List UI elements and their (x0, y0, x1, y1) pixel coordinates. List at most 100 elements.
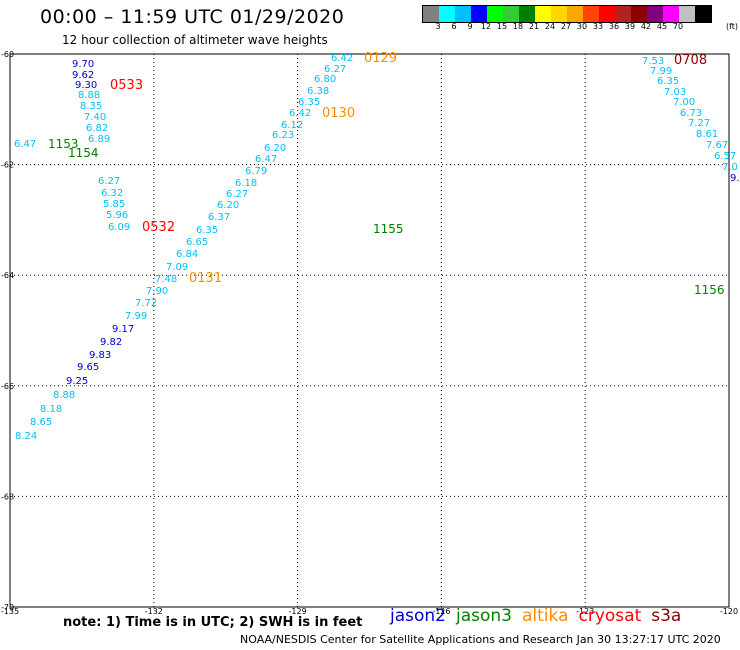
wave-height-label: 7.72 (135, 298, 157, 309)
map-grid (10, 54, 729, 607)
longitude-tick-label: -123 (576, 607, 594, 616)
color-scale-tick-label: 33 (592, 22, 604, 31)
time-label-1156: 1156 (694, 283, 725, 297)
wave-height-label: 9.65 (77, 362, 99, 373)
color-scale-swatch (583, 6, 599, 22)
wave-height-label: 7.40 (84, 112, 106, 123)
color-scale-swatch (535, 6, 551, 22)
color-scale-tick-label: 9 (467, 22, 473, 31)
time-label-0532: 0532 (142, 220, 175, 235)
color-scale-swatch (423, 6, 439, 22)
time-label-0130: 0130 (322, 106, 355, 121)
wave-height-label: 6.20 (217, 200, 239, 211)
footer-credit: NOAA/NESDIS Center for Satellite Applica… (240, 633, 721, 646)
color-scale-tick-label: 27 (560, 22, 572, 31)
wave-height-label: 7.99 (125, 311, 147, 322)
wave-height-label: 6.35 (196, 225, 218, 236)
wave-height-label: 5.96 (106, 210, 128, 221)
longitude-tick-label: -126 (432, 607, 450, 616)
time-label-0708: 0708 (674, 53, 707, 68)
wave-height-label: 9.17 (112, 324, 134, 335)
wave-height-label: 7.09 (166, 262, 188, 273)
wave-height-label: 9.82 (100, 337, 122, 348)
satellite-legend-jason2: jason2 (390, 606, 446, 626)
units-note: note: 1) Time is in UTC; 2) SWH is in fe… (63, 615, 363, 630)
legend-note-row: note: 1) Time is in UTC; 2) SWH is in fe… (63, 611, 362, 630)
color-scale-tick-label: 39 (624, 22, 636, 31)
satellite-legend-s3a: s3a (651, 606, 682, 626)
wave-height-label: 6.27 (324, 64, 346, 75)
wave-height-label: 6.82 (86, 123, 108, 134)
wave-height-label: 6.57 (714, 151, 736, 162)
longitude-tick-label: -132 (145, 607, 163, 616)
latitude-tick-label: -64 (1, 271, 14, 280)
wave-height-label: 6.35 (657, 76, 679, 87)
color-scale-tick-label: 36 (608, 22, 620, 31)
color-scale-swatch (631, 6, 647, 22)
wave-height-label: 8.65 (30, 417, 52, 428)
wave-height-label: 6.47 (14, 139, 36, 150)
color-scale-tick-label: 42 (640, 22, 652, 31)
wave-height-label: 8.18 (40, 404, 62, 415)
wave-height-label: 9.70 (72, 59, 94, 70)
color-scale-swatch (471, 6, 487, 22)
longitude-tick-label: -129 (289, 607, 307, 616)
color-scale-swatch (487, 6, 503, 22)
wave-height-label: 6.12 (281, 120, 303, 131)
wave-height-label: 6.09 (108, 222, 130, 233)
wave-height-label: 7.90 (146, 286, 168, 297)
wave-height-label: 8.35 (80, 101, 102, 112)
color-scale-swatch (551, 6, 567, 22)
map-axis-labels: -135 -132 -129 -126 -123 -120 -60 -62 -64 -66 -68 -… (1, 50, 738, 616)
color-scale-tick-label: 18 (512, 22, 524, 31)
satellite-legend: jason2 jason3 altika cryosat s3a (390, 606, 681, 626)
wave-height-label: 6.47 (255, 154, 277, 165)
color-scale-swatch (647, 6, 663, 22)
time-label-0131: 0131 (189, 271, 222, 286)
color-scale-tick-label: 21 (528, 22, 540, 31)
color-scale-tick-label: 30 (576, 22, 588, 31)
page-subtitle: 12 hour collection of altimeter wave hei… (62, 33, 328, 47)
satellite-legend-cryosat: cryosat (578, 606, 642, 626)
wave-height-label: 7.48 (155, 274, 177, 285)
color-scale-unit: (ft) (726, 22, 739, 31)
color-scale-swatch (455, 6, 471, 22)
color-scale-tick-label: 6 (451, 22, 457, 31)
wave-height-label: 6.27 (98, 176, 120, 187)
color-scale-swatch (503, 6, 519, 22)
color-scale-swatch (519, 6, 535, 22)
color-scale-tick-label: 70 (672, 22, 684, 31)
color-scale-tick-label: 12 (480, 22, 492, 31)
time-label-1153: 1153 (48, 137, 79, 151)
wave-height-label: 6.37 (208, 212, 230, 223)
wave-height-label: 9.62 (72, 70, 94, 81)
satellite-legend-jason3: jason3 (456, 606, 512, 626)
satellite-legend-altika: altika (522, 606, 569, 626)
latitude-tick-label: -66 (1, 382, 14, 391)
color-scale-swatch (599, 6, 615, 22)
longitude-tick-label: -120 (720, 607, 738, 616)
wave-height-label: 6.23 (272, 130, 294, 141)
wave-height-label: 8.88 (78, 90, 100, 101)
wave-height-label: 8.24 (15, 431, 37, 442)
time-label-0129: 0129 (364, 51, 397, 66)
wave-height-label: 6.27 (226, 189, 248, 200)
wave-height-observations: 6.426.276.806.386.356.426.126.236.206.47… (14, 51, 740, 442)
wave-height-label: 7.03 (664, 87, 686, 98)
color-scale-tick-label: 45 (656, 22, 668, 31)
latitude-tick-label: -60 (1, 50, 14, 59)
wave-height-label: 6.38 (307, 86, 329, 97)
wave-height-label: 8.61 (696, 129, 718, 140)
wave-height-label: 6.73 (680, 108, 702, 119)
wave-height-label: 6.42 (289, 108, 311, 119)
color-scale-tick-label: 3 (435, 22, 441, 31)
wave-height-label: 7.99 (650, 66, 672, 77)
color-scale-bar (422, 5, 712, 23)
page-title: 00:00 – 11:59 UTC 01/29/2020 (40, 6, 345, 28)
wave-height-label: 8.88 (53, 390, 75, 401)
latitude-tick-label: -62 (1, 161, 14, 170)
wave-height-label: 7.0 (722, 162, 738, 173)
wave-height-label: 6.89 (88, 134, 110, 145)
color-scale-swatch (567, 6, 583, 22)
wave-height-label: 5.85 (103, 199, 125, 210)
